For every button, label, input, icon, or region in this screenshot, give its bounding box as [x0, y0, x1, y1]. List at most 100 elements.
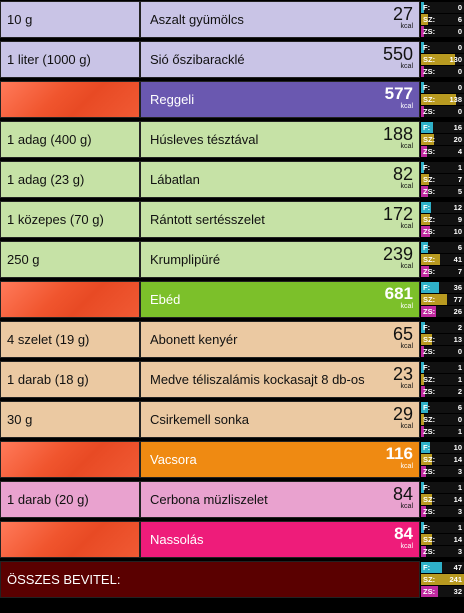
kcal-unit: kcal	[400, 223, 413, 230]
macro-value: 41	[453, 255, 462, 264]
macro-value: 2	[457, 323, 462, 332]
kcal-value: 172	[382, 204, 413, 224]
macro-label: SZ:	[423, 375, 436, 384]
kcal-value: 65	[392, 324, 413, 344]
macro-fat: F: 47	[421, 562, 464, 573]
macro-label: F:	[423, 363, 431, 372]
macro-label: F:	[423, 323, 431, 332]
meal-name: Reggeli 577 kcal	[140, 81, 420, 118]
macro-value: 14	[453, 535, 462, 544]
name-text: Sió őszibaracklé	[150, 52, 245, 67]
meal-color-swatch	[0, 521, 140, 558]
food-name[interactable]: Lábatlan 82 kcal	[140, 161, 420, 198]
macro-breakdown: F: 0 SZ: 130 ZS: 0	[421, 41, 464, 78]
macro-label: ZS:	[423, 67, 436, 76]
macro-breakdown: F: 1 SZ: 7 ZS: 5	[421, 161, 464, 198]
food-entry-row[interactable]: 4 szelet (19 g) Abonett kenyér 65 kcal	[0, 321, 420, 358]
macro-label: ZS:	[423, 267, 436, 276]
food-name[interactable]: Aszalt gyümölcs 27 kcal	[140, 1, 420, 38]
macro-value: 130	[449, 55, 462, 64]
macro-breakdown: F: 0 SZ: 6 ZS: 0	[421, 1, 464, 38]
food-quantity: 250 g	[0, 241, 140, 278]
macro-label: ZS:	[423, 187, 436, 196]
name-text: Krumplipüré	[150, 252, 221, 267]
name-text: Ebéd	[150, 292, 181, 307]
macro-value: 10	[453, 227, 462, 236]
macro-value: 0	[457, 27, 462, 36]
kcal-display: 29 kcal	[393, 405, 413, 431]
food-name[interactable]: Medve téliszalámis kockasajt 8 db-os 23 kc…	[140, 361, 420, 398]
macro-label: SZ:	[423, 455, 436, 464]
macro-fat: F: 0	[421, 2, 464, 13]
macro-fat: F: 1	[421, 482, 464, 493]
food-quantity: 1 adag (23 g)	[0, 161, 140, 198]
macro-fat: F: 1	[421, 162, 464, 173]
macro-value: 1	[457, 427, 462, 436]
macro-carbs: SZ: 9	[421, 214, 464, 225]
food-entry-row[interactable]: 1 liter (1000 g) Sió őszibaracklé 550 kcal	[0, 41, 420, 78]
macro-fat: F: 0	[421, 82, 464, 93]
food-name[interactable]: Húsleves tésztával 188 kcal	[140, 121, 420, 158]
macro-breakdown: F: 0 SZ: 138 ZS: 0	[421, 81, 464, 118]
food-name[interactable]: Csirkemell sonka 29 kcal	[140, 401, 420, 438]
macro-label: F:	[423, 483, 431, 492]
macro-label: SZ:	[423, 535, 436, 544]
food-entry-row[interactable]: 30 g Csirkemell sonka 29 kcal	[0, 401, 420, 438]
food-name[interactable]: Cerbona müzliszelet 84 kcal	[140, 481, 420, 518]
macro-value: 0	[457, 347, 462, 356]
food-entry-row[interactable]: 1 adag (23 g) Lábatlan 82 kcal	[0, 161, 420, 198]
macro-fat: F: 10	[421, 442, 464, 453]
macro-breakdown: F: 16 SZ: 20 ZS: 4	[421, 121, 464, 158]
food-entry-row[interactable]: 1 közepes (70 g) Rántott sertésszelet 172 k…	[0, 201, 420, 238]
macro-value: 3	[457, 467, 462, 476]
macro-value: 0	[457, 3, 462, 12]
kcal-display: 82 kcal	[393, 165, 413, 191]
kcal-display: 116 kcal	[386, 445, 413, 471]
kcal-unit: kcal	[400, 263, 413, 270]
kcal-value: 23	[392, 364, 413, 384]
macro-protein: ZS: 32	[421, 586, 464, 597]
macro-fat: F: 16	[421, 122, 464, 133]
macro-value: 77	[453, 295, 462, 304]
kcal-unit: kcal	[400, 303, 413, 310]
kcal-unit: kcal	[400, 423, 413, 430]
macro-breakdown: F: 6 SZ: 41 ZS: 7	[421, 241, 464, 278]
macro-label: F:	[423, 283, 431, 292]
food-entry-row[interactable]: 10 g Aszalt gyümölcs 27 kcal	[0, 1, 420, 38]
kcal-value: 577	[384, 84, 413, 103]
macro-value: 1	[457, 375, 462, 384]
macro-value: 7	[457, 267, 462, 276]
meal-summary-row: Ebéd 681 kcal	[0, 281, 420, 318]
macro-label: ZS:	[423, 107, 436, 116]
macro-label: SZ:	[423, 15, 436, 24]
food-name[interactable]: Rántott sertésszelet 172 kcal	[140, 201, 420, 238]
macro-fat: F: 6	[421, 242, 464, 253]
food-name[interactable]: Krumplipüré 239 kcal	[140, 241, 420, 278]
macro-carbs: SZ: 14	[421, 494, 464, 505]
macro-breakdown: F: 10 SZ: 14 ZS: 3	[421, 441, 464, 478]
macro-breakdown: F: 12 SZ: 9 ZS: 10	[421, 201, 464, 238]
macro-protein: ZS: 10	[421, 226, 464, 237]
kcal-unit: kcal	[400, 103, 413, 110]
food-name[interactable]: Sió őszibaracklé 550 kcal	[140, 41, 420, 78]
food-entry-row[interactable]: 1 darab (18 g) Medve téliszalámis kockasa…	[0, 361, 420, 398]
kcal-value: 29	[392, 404, 413, 424]
macro-label: SZ:	[423, 495, 436, 504]
kcal-unit: kcal	[400, 463, 413, 470]
name-text: Húsleves tésztával	[150, 132, 259, 147]
macro-label: F:	[423, 523, 431, 532]
macro-fat: F: 2	[421, 322, 464, 333]
meal-name: Nassolás 84 kcal	[140, 521, 420, 558]
kcal-value: 27	[392, 4, 413, 24]
food-name[interactable]: Abonett kenyér 65 kcal	[140, 321, 420, 358]
food-quantity: 4 szelet (19 g)	[0, 321, 140, 358]
macro-value: 3	[457, 547, 462, 556]
macro-label: ZS:	[423, 227, 436, 236]
macro-protein: ZS: 0	[421, 66, 464, 77]
macro-value: 1	[457, 163, 462, 172]
food-entry-row[interactable]: 1 adag (400 g) Húsleves tésztával 188 kcal	[0, 121, 420, 158]
kcal-display: 23 kcal	[393, 365, 413, 391]
food-entry-row[interactable]: 250 g Krumplipüré 239 kcal	[0, 241, 420, 278]
food-entry-row[interactable]: 1 darab (20 g) Cerbona müzliszelet 84 kcal	[0, 481, 420, 518]
macro-fat: F: 12	[421, 202, 464, 213]
